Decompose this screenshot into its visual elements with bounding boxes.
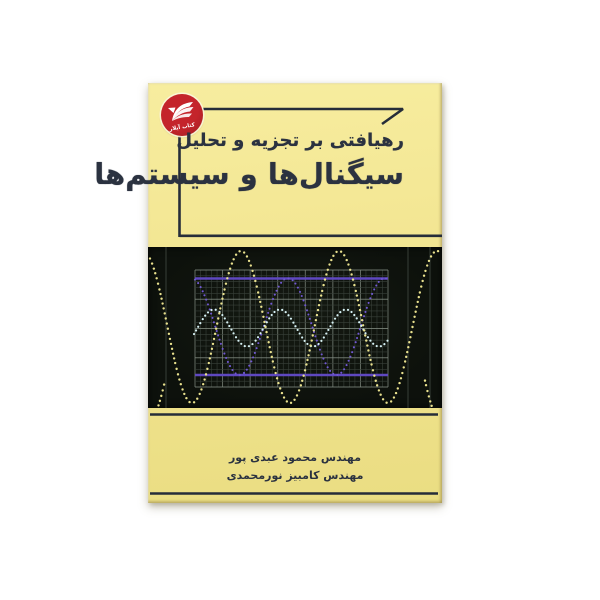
book-subtitle: رهیافتی بر تجزیه و تحلیل xyxy=(176,130,404,151)
book-title: سیگنال‌ها و سیستم‌ها xyxy=(94,157,404,191)
author-2: مهندس کامبیز نورمحمدی xyxy=(226,468,364,482)
grid xyxy=(194,269,389,388)
cyan-sine-wave xyxy=(192,308,389,348)
title-block: رهیافتی بر تجزیه و تحلیل سیگنال‌ها و سیس… xyxy=(94,128,404,193)
title-frame-top-line xyxy=(203,107,404,126)
authors-block: مهندس محمود عبدی پور مهندس کامبیز نورمحم… xyxy=(148,449,442,484)
book-cover: کتاب آیلار رهیافتی بر تجزیه و تحلیل سیگن… xyxy=(94,83,442,503)
waveform-svg xyxy=(148,247,440,408)
violet-sine-wave xyxy=(193,277,388,377)
author-1: مهندس محمود عبدی پور xyxy=(228,451,362,464)
yellow-corner-right-wave xyxy=(423,379,433,408)
cover-frame-lines xyxy=(150,107,442,495)
publisher-bird-icon: کتاب آیلار xyxy=(168,102,196,133)
waveform-panel xyxy=(148,247,442,408)
yellow-corner-left-wave xyxy=(157,383,166,407)
publisher-logo: کتاب آیلار xyxy=(161,94,203,136)
outer-vlines xyxy=(165,247,431,408)
yellow-sine-wave xyxy=(148,249,440,405)
